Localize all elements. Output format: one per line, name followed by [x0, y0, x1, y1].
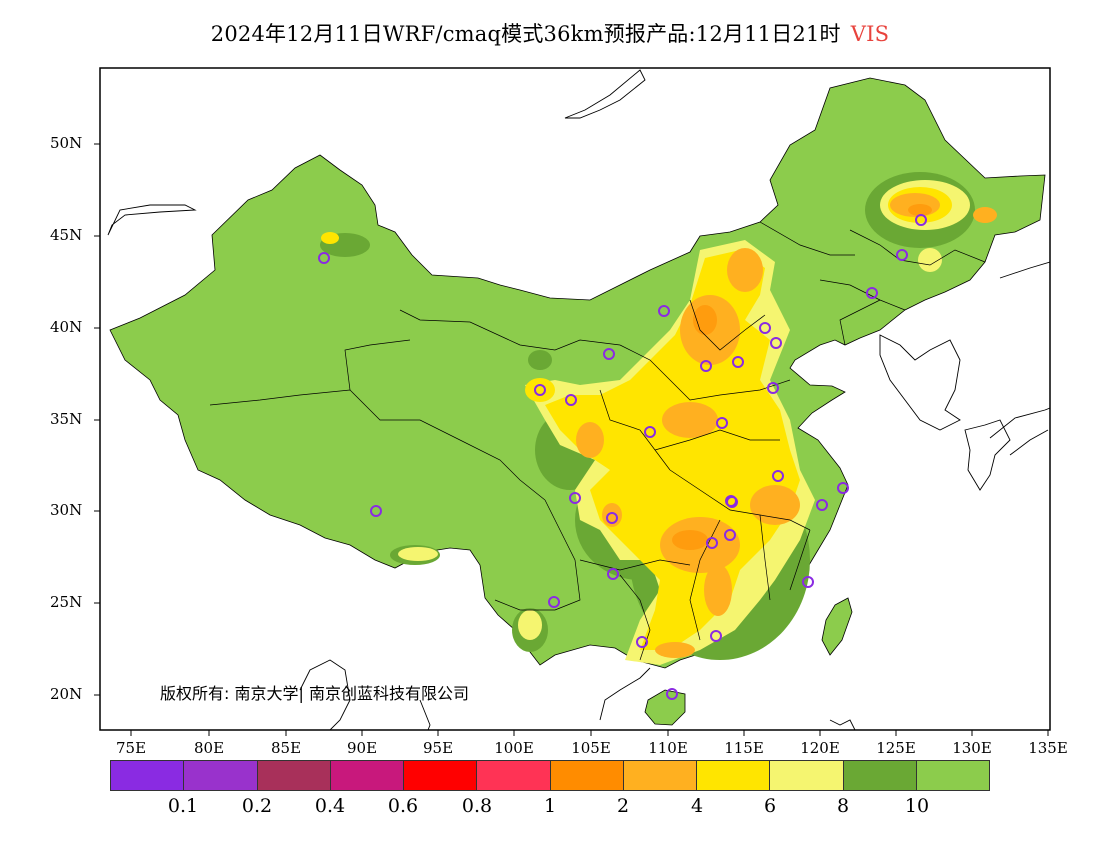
title-variable: VIS	[850, 22, 890, 46]
lon-label-75e: 75E	[115, 739, 147, 757]
legend-swatch	[257, 761, 331, 790]
station-marker	[548, 596, 560, 608]
station-marker	[644, 426, 656, 438]
legend-swatch	[404, 761, 478, 790]
map-title: 2024年12月11日WRF/cmaq模式36km预报产品:12月11日21时 V…	[0, 18, 1100, 48]
legend-swatch	[697, 761, 771, 790]
lon-label-115e: 115E	[724, 739, 764, 757]
station-marker	[706, 537, 718, 549]
station-marker	[716, 417, 728, 429]
lon-label-110e: 110E	[648, 739, 688, 757]
legend-swatch	[477, 761, 551, 790]
station-marker	[816, 499, 828, 511]
lon-label-130e: 130E	[952, 739, 992, 757]
station-marker	[318, 252, 330, 264]
station-marker	[603, 348, 615, 360]
station-marker	[770, 337, 782, 349]
station-marker	[866, 287, 878, 299]
station-marker	[658, 305, 670, 317]
legend-label-0.2: 0.2	[241, 795, 273, 817]
station-marker	[370, 505, 382, 517]
axis-ticks	[94, 143, 1049, 736]
station-marker	[606, 512, 618, 524]
legend-label-0.8: 0.8	[461, 795, 493, 817]
lat-label-45n: 45N	[50, 226, 83, 244]
legend-swatch	[843, 761, 917, 790]
station-marker	[569, 492, 581, 504]
station-marker	[607, 568, 619, 580]
station-marker	[700, 360, 712, 372]
vis-band-1-2	[672, 204, 932, 550]
legend-swatch	[623, 761, 697, 790]
station-marker	[837, 482, 849, 494]
legend-swatch	[330, 761, 404, 790]
station-marker	[666, 688, 678, 700]
lat-label-35n: 35N	[50, 410, 83, 428]
lon-label-135e: 135E	[1028, 739, 1068, 757]
legend-swatch	[111, 761, 185, 790]
title-text: 2024年12月11日WRF/cmaq模式36km预报产品:12月11日21时	[210, 22, 841, 46]
lat-label-50n: 50N	[50, 134, 83, 152]
station-markers	[318, 214, 927, 700]
legend-label-1: 1	[543, 795, 557, 817]
china-landmass	[109, 77, 1046, 669]
copyright-notice: 版权所有: 南京大学| 南京创蓝科技有限公司	[160, 684, 469, 703]
province-boundaries	[209, 221, 986, 661]
station-marker	[710, 630, 722, 642]
station-marker	[915, 214, 927, 226]
lon-label-90e: 90E	[346, 739, 378, 757]
legend-colorbar	[110, 760, 990, 791]
lon-label-125e: 125E	[876, 739, 916, 757]
legend-swatch	[550, 761, 624, 790]
station-marker	[725, 495, 737, 507]
neighbour-outlines	[107, 69, 1050, 730]
legend-swatch	[770, 761, 844, 790]
taiwan-island	[821, 597, 853, 656]
legend-label-6: 6	[763, 795, 777, 817]
legend-swatch	[916, 761, 989, 790]
station-marker	[772, 470, 784, 482]
legend-label-0.4: 0.4	[314, 795, 346, 817]
legend-label-10: 10	[904, 795, 930, 817]
station-marker	[896, 249, 908, 261]
station-marker	[767, 382, 779, 394]
lon-label-85e: 85E	[270, 739, 302, 757]
station-marker	[724, 529, 736, 541]
legend-label-0.6: 0.6	[387, 795, 419, 817]
lat-label-20n: 20N	[50, 685, 83, 703]
legend-label-0.1: 0.1	[167, 795, 199, 817]
station-marker	[565, 394, 577, 406]
lon-label-120e: 120E	[800, 739, 840, 757]
station-marker	[732, 356, 744, 368]
lon-label-95e: 95E	[422, 739, 454, 757]
legend-swatch	[184, 761, 258, 790]
lon-label-105e: 105E	[571, 739, 611, 757]
legend-label-2: 2	[616, 795, 630, 817]
lat-label-25n: 25N	[50, 593, 83, 611]
legend-label-8: 8	[836, 795, 850, 817]
station-marker	[802, 576, 814, 588]
station-marker	[759, 322, 771, 334]
lat-label-40n: 40N	[50, 318, 83, 336]
lat-label-30n: 30N	[50, 501, 83, 519]
station-marker	[636, 636, 648, 648]
lon-label-80e: 80E	[193, 739, 225, 757]
station-marker	[534, 384, 546, 396]
legend-label-4: 4	[690, 795, 704, 817]
lon-label-100e: 100E	[494, 739, 534, 757]
